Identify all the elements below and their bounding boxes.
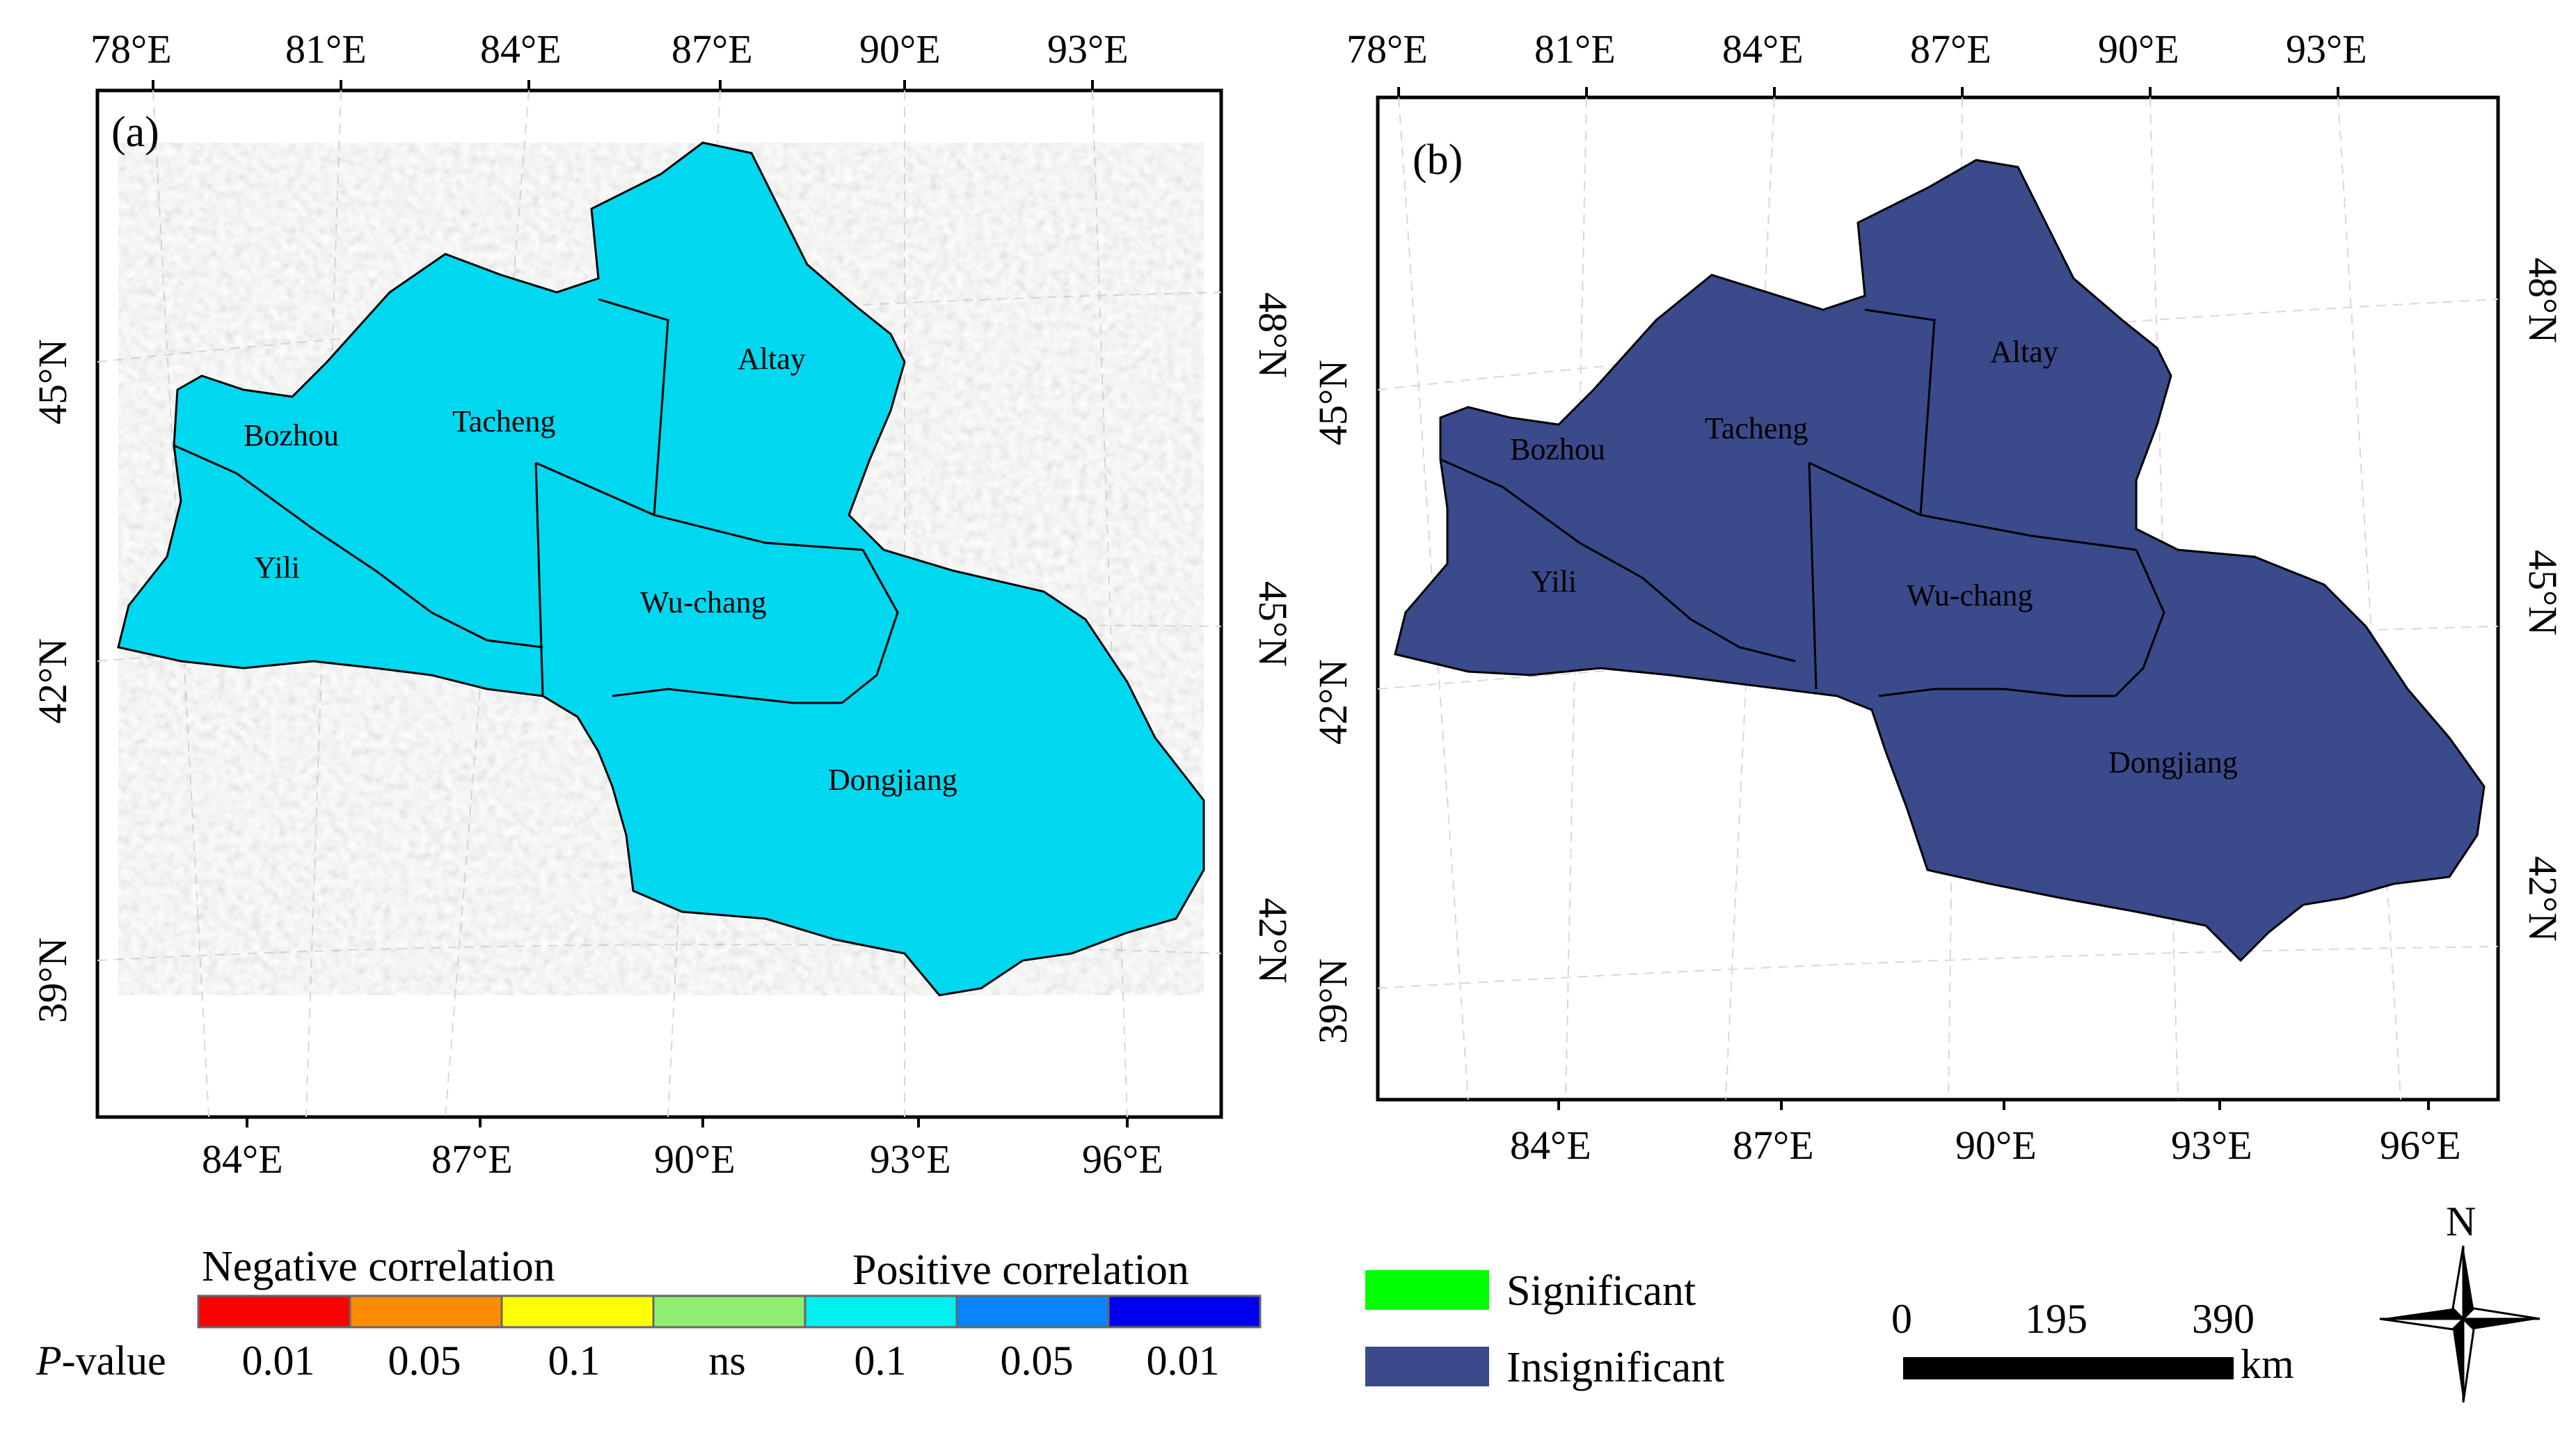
panel-b-top-tick-87e: 87°E bbox=[1910, 26, 1991, 72]
region-label-wuchang-b: Wu-chang bbox=[1907, 578, 2033, 612]
region-label-tacheng-b: Tacheng bbox=[1705, 411, 1808, 445]
panel-a-top-tick-87e: 87°E bbox=[671, 26, 753, 72]
panel-a-top-tick-84e: 84°E bbox=[480, 26, 562, 72]
region-label-yili-b: Yili bbox=[1531, 564, 1577, 599]
panel-b-right-tick-45n: 45°N bbox=[2520, 550, 2566, 635]
panel-a-left-tick-39n: 39°N bbox=[30, 937, 75, 1023]
region-label-bozhou-a: Bozhou bbox=[244, 418, 339, 452]
legend-class-value-5: 0.05 bbox=[1001, 1338, 1074, 1384]
panel-b-bottom-tick-87e: 87°E bbox=[1733, 1123, 1814, 1168]
region-label-bozhou-b: Bozhou bbox=[1510, 432, 1605, 466]
panel-b-top-tick-81e: 81°E bbox=[1534, 26, 1616, 72]
panel-b-top-tick-78e: 78°E bbox=[1346, 26, 1428, 72]
legend-negative-title: Negative correlation bbox=[202, 1243, 555, 1290]
panel-b-bottom-tick-96e: 96°E bbox=[2380, 1123, 2461, 1168]
panel-a-boundaries bbox=[117, 141, 1205, 997]
legend-class-swatch-5 bbox=[955, 1295, 1110, 1329]
legend-class-value-6: 0.01 bbox=[1147, 1338, 1220, 1384]
panel-b-right-tick-48n: 48°N bbox=[2520, 258, 2566, 343]
scale-label-195: 195 bbox=[2025, 1296, 2088, 1342]
panel-a-label: (a) bbox=[111, 109, 159, 156]
panel-a-top-tick-81e: 81°E bbox=[285, 26, 367, 72]
panel-a-top-ticks bbox=[152, 80, 1094, 90]
scale-unit: km bbox=[2241, 1341, 2294, 1387]
region-label-altay-a: Altay bbox=[738, 342, 806, 376]
panel-b-bottom-tick-93e: 93°E bbox=[2171, 1123, 2252, 1168]
panel-a-right-tick-42n: 42°N bbox=[1250, 898, 1296, 983]
legend-class-swatch-3 bbox=[652, 1295, 806, 1329]
panel-a-bottom-tick-90e: 90°E bbox=[654, 1137, 736, 1182]
panel-a-bottom-ticks bbox=[246, 1117, 1129, 1127]
legend-class-value-0: 0.01 bbox=[242, 1338, 315, 1384]
region-label-tacheng-a: Tacheng bbox=[452, 404, 555, 438]
panel-b-top-tick-84e: 84°E bbox=[1722, 26, 1804, 72]
panel-b-left-tick-45n: 45°N bbox=[1310, 360, 1355, 445]
legend-swatch-significant bbox=[1365, 1270, 1489, 1310]
scale-label-0: 0 bbox=[1891, 1296, 1912, 1342]
legend-class-swatch-4 bbox=[804, 1295, 958, 1329]
panel-a-right-tick-48n: 48°N bbox=[1250, 292, 1296, 378]
panel-a-bottom-tick-96e: 96°E bbox=[1082, 1137, 1163, 1182]
panel-b-boundaries bbox=[1394, 159, 2486, 962]
legend-class-swatch-0 bbox=[197, 1295, 351, 1329]
legend-pvalue-label: P-value bbox=[35, 1338, 166, 1384]
panel-b-bottom-tick-84e: 84°E bbox=[1510, 1123, 1591, 1168]
panel-a-bottom-tick-87e: 87°E bbox=[431, 1137, 513, 1182]
north-arrow-icon: N bbox=[2379, 1198, 2541, 1403]
legend-class-value-1: 0.05 bbox=[388, 1338, 461, 1384]
legend-color-bar bbox=[197, 1295, 1262, 1329]
panel-a-top-tick-90e: 90°E bbox=[859, 26, 941, 72]
panel-b-left-tick-39n: 39°N bbox=[1310, 958, 1355, 1044]
legend-class-value-3: ns bbox=[708, 1338, 745, 1384]
panel-b-right-tick-42n: 42°N bbox=[2520, 856, 2566, 942]
panel-a-right-tick-45n: 45°N bbox=[1250, 581, 1296, 667]
region-label-wuchang-a: Wu-chang bbox=[640, 585, 766, 619]
panel-a-bottom-tick-93e: 93°E bbox=[870, 1137, 951, 1182]
legend-positive-title: Positive correlation bbox=[852, 1246, 1189, 1294]
panel-b-label: (b) bbox=[1413, 136, 1463, 184]
scale-bar-rect bbox=[1903, 1357, 2234, 1379]
panel-b-top-tick-90e: 90°E bbox=[2098, 26, 2179, 72]
legend-class-swatch-6 bbox=[1107, 1295, 1262, 1329]
legend-significance: Significant Insignificant bbox=[1365, 1267, 1724, 1391]
legend-swatch-insignificant bbox=[1365, 1347, 1489, 1386]
panel-b-left-tick-42n: 42°N bbox=[1310, 659, 1355, 745]
panel-b-top-ticks bbox=[1397, 87, 2339, 97]
legend-class-value-4: 0.1 bbox=[854, 1338, 907, 1384]
scale-bar: 0 195 390 km bbox=[1891, 1296, 2294, 1387]
panel-a-top-tick-93e: 93°E bbox=[1047, 26, 1129, 72]
legend-class-value-2: 0.1 bbox=[548, 1338, 601, 1384]
panel-b-bottom-tick-90e: 90°E bbox=[1955, 1123, 2037, 1168]
region-label-dongjiang-b: Dongjiang bbox=[2108, 745, 2238, 779]
legend-class-swatch-2 bbox=[500, 1295, 655, 1329]
panel-b-map: Altay Tacheng Bozhou Yili Wu-chang Dongj… bbox=[1310, 26, 2566, 1168]
panel-a-top-tick-78e: 78°E bbox=[90, 26, 172, 72]
region-label-dongjiang-a: Dongjiang bbox=[828, 763, 957, 797]
legend-label-significant: Significant bbox=[1506, 1267, 1696, 1315]
region-label-altay-b: Altay bbox=[1990, 335, 2058, 369]
panel-a-map: Altay Tacheng Bozhou Yili Wu-chang Dongj… bbox=[30, 26, 1296, 1182]
panel-a-left-tick-45n: 45°N bbox=[30, 339, 75, 425]
panel-b-bottom-ticks bbox=[1557, 1100, 2430, 1110]
legend-class-swatch-1 bbox=[349, 1295, 503, 1329]
scale-label-390: 390 bbox=[2192, 1296, 2255, 1342]
north-label: N bbox=[2446, 1198, 2476, 1244]
legend-pvalue: Negative correlation Positive correlatio… bbox=[35, 1243, 1262, 1384]
panel-a-bottom-tick-84e: 84°E bbox=[202, 1137, 283, 1182]
panel-b-top-tick-93e: 93°E bbox=[2286, 26, 2367, 72]
region-label-yili-a: Yili bbox=[254, 551, 300, 585]
legend-label-insignificant: Insignificant bbox=[1506, 1344, 1724, 1391]
panel-a-left-tick-42n: 42°N bbox=[30, 638, 75, 724]
